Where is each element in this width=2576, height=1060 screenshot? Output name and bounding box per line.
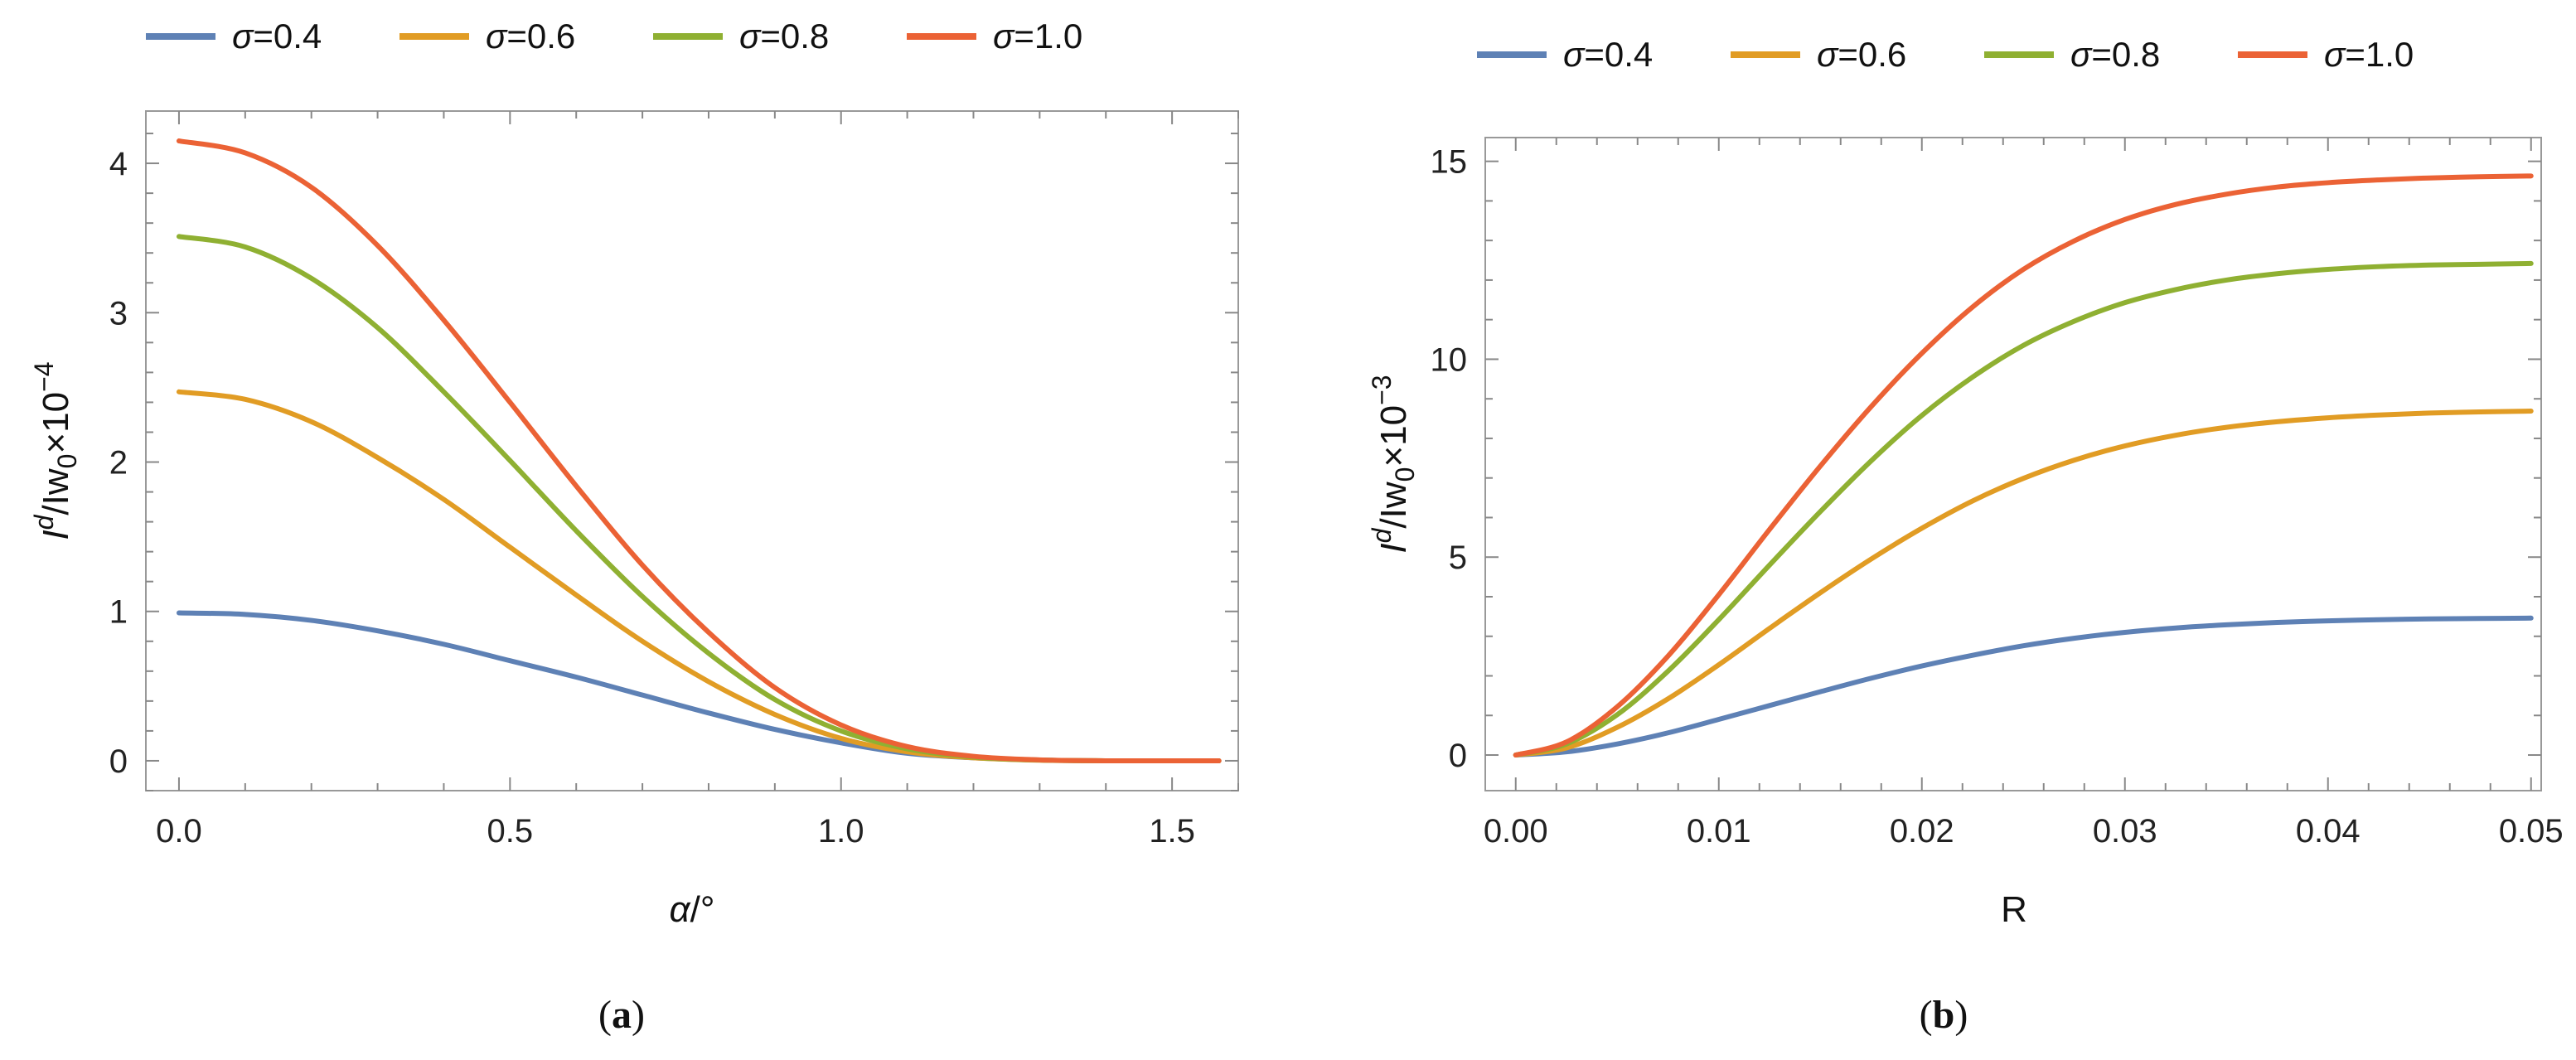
x-tick-labels-a: 0.0 0.5 1.0 1.5 (156, 813, 1195, 849)
legend-a-label-3: σ=1.0 (993, 17, 1082, 56)
ticks-b (1485, 138, 2541, 791)
y-tick-labels-b: 0 5 10 15 (1431, 144, 1468, 774)
x-tick-label-a: 1.0 (818, 813, 864, 849)
x-tick-label-b: 0.00 (1484, 813, 1548, 849)
x-tick-label-a: 0.0 (156, 813, 202, 849)
y-axis-title-b: Id/Iw0×10−3 (1367, 375, 1420, 553)
y-axis-sup-a: d (29, 514, 59, 530)
curves-a (176, 138, 1222, 764)
x-tick-label-b: 0.03 (2093, 813, 2157, 849)
panel-b: σ=0.4 σ=0.6 σ=0.8 σ=1.0 0.00 0.01 0.02 0… (1367, 35, 2564, 1037)
x-tick-label-b: 0.01 (1687, 813, 1751, 849)
caption-b-letter: b (1933, 993, 1955, 1037)
y-axis-sub-b: 0 (1390, 467, 1420, 482)
y-tick-label-a: 2 (109, 445, 128, 482)
legend-b-label-0: σ=0.4 (1563, 35, 1653, 74)
legend-b-sym-1: σ (1817, 35, 1839, 74)
y-axis-exp-b: −3 (1367, 375, 1397, 404)
y-tick-label-b: 5 (1449, 540, 1467, 576)
panel-a: σ=0.4 σ=0.6 σ=0.8 σ=1.0 0.0 0.5 1.0 1.5 … (29, 17, 1239, 1037)
legend-b-sym-2: σ (2070, 35, 2093, 74)
plot-frame-a (145, 110, 1239, 791)
series-line-b-0 (1513, 615, 2534, 758)
legend-b-val-3: =1.0 (2345, 35, 2414, 74)
curves-b (1513, 173, 2534, 758)
legend-a-sym-0: σ (232, 17, 254, 56)
x-tick-label-b: 0.04 (2296, 813, 2361, 849)
y-axis-mult-b: ×10 (1373, 405, 1414, 467)
legend-b-val-1: =0.6 (1838, 35, 1906, 74)
y-axis-sup-b: d (1367, 527, 1397, 543)
series-line-a-0 (176, 610, 1222, 764)
y-axis-base-a: I (36, 530, 76, 540)
legend-a: σ=0.4 σ=0.6 σ=0.8 σ=1.0 (146, 17, 1082, 56)
y-tick-label-b: 0 (1449, 738, 1467, 774)
legend-b-sym-0: σ (1563, 35, 1586, 74)
y-tick-label-a: 3 (109, 295, 128, 332)
y-axis-base-b: I (1373, 543, 1414, 553)
x-axis-unit-a: /° (690, 889, 715, 930)
legend-a-label-0: σ=0.4 (232, 17, 322, 56)
legend-b-val-0: =0.4 (1584, 35, 1653, 74)
legend-a-label-2: σ=0.8 (739, 17, 829, 56)
legend-b-label-3: σ=1.0 (2324, 35, 2414, 74)
x-axis-title-b: R (2001, 889, 2027, 930)
caption-a: (a) (598, 993, 645, 1037)
y-axis-mid-b: /Iw (1373, 482, 1414, 528)
series-line-b-3 (1513, 173, 2534, 758)
series-line-a-3 (176, 138, 1222, 764)
y-axis-mid-a: /Iw (36, 468, 76, 515)
legend-b-sym-3: σ (2324, 35, 2346, 74)
y-axis-sub-a: 0 (52, 454, 82, 469)
x-tick-label-a: 1.5 (1149, 813, 1195, 849)
series-line-a-2 (176, 234, 1222, 764)
plot-frame-b (1484, 137, 2542, 791)
series-line-a-1 (176, 389, 1222, 764)
legend-a-val-0: =0.4 (253, 17, 322, 56)
legend-a-val-2: =0.8 (760, 17, 829, 56)
y-axis-title-a: Id/Iw0×10−4 (29, 361, 82, 540)
legend-b-val-2: =0.8 (2091, 35, 2160, 74)
legend-a-val-3: =1.0 (1014, 17, 1082, 56)
legend-a-label-1: σ=0.6 (486, 17, 575, 56)
y-tick-label-a: 1 (109, 594, 128, 631)
x-axis-title-a: α/° (670, 889, 715, 930)
series-line-b-2 (1513, 260, 2534, 758)
legend-a-sym-3: σ (993, 17, 1015, 56)
legend-a-sym-2: σ (739, 17, 762, 56)
series-line-b-1 (1513, 409, 2534, 758)
caption-b: (b) (1920, 993, 1968, 1037)
legend-b: σ=0.4 σ=0.6 σ=0.8 σ=1.0 (1477, 35, 2414, 74)
x-tick-label-b: 0.05 (2499, 813, 2564, 849)
ticks-a (146, 111, 1239, 791)
x-tick-labels-b: 0.00 0.01 0.02 0.03 0.04 0.05 (1484, 813, 2564, 849)
y-axis-exp-a: −4 (29, 361, 59, 391)
legend-b-label-2: σ=0.8 (2070, 35, 2160, 74)
legend-b-label-1: σ=0.6 (1817, 35, 1906, 74)
caption-a-letter: a (612, 993, 632, 1037)
x-axis-symbol-a: α (670, 889, 692, 930)
x-tick-label-b: 0.02 (1890, 813, 1954, 849)
y-tick-label-a: 0 (109, 743, 128, 780)
y-axis-mult-a: ×10 (36, 392, 76, 454)
legend-a-val-1: =0.6 (506, 17, 575, 56)
y-tick-label-a: 4 (109, 146, 128, 182)
y-tick-label-b: 10 (1431, 341, 1468, 378)
legend-a-sym-1: σ (486, 17, 508, 56)
y-tick-label-b: 15 (1431, 144, 1468, 181)
y-tick-labels-a: 0 1 2 3 4 (109, 146, 128, 780)
x-tick-label-a: 0.5 (487, 813, 534, 849)
